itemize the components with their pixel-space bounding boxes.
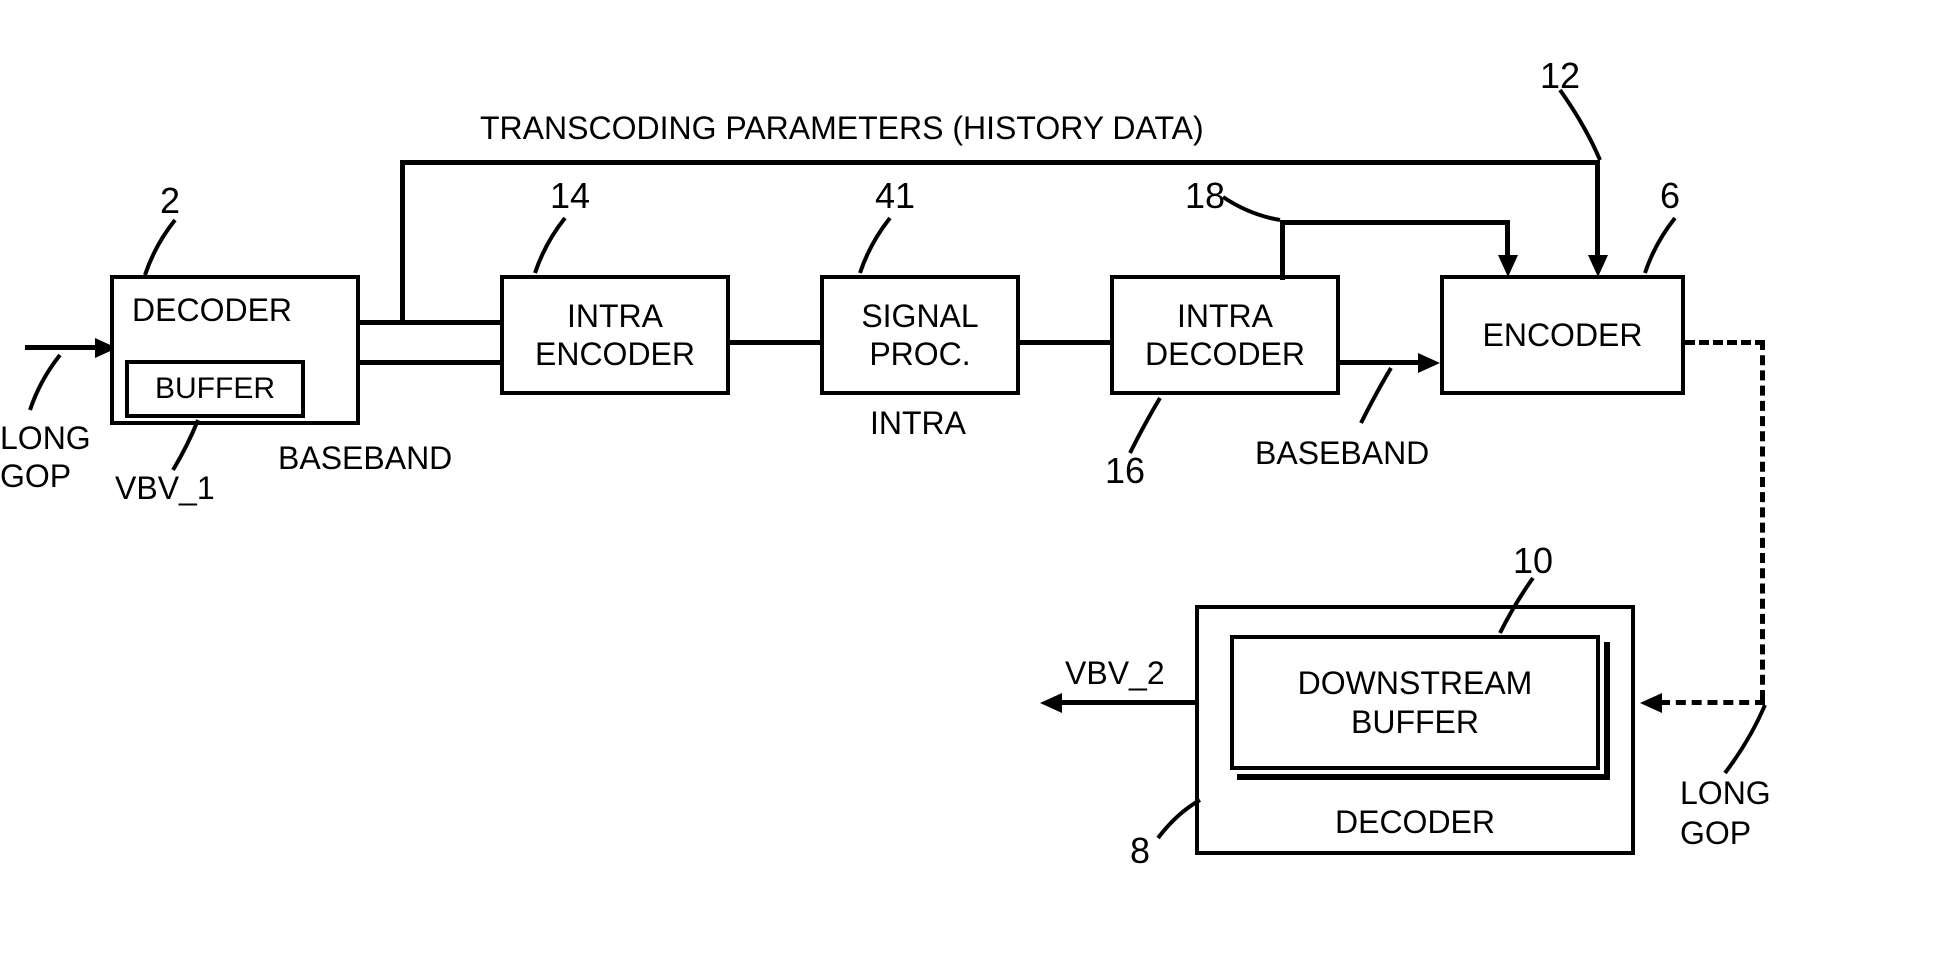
downstream-buffer-label: DOWNSTREAM BUFFER xyxy=(1234,664,1596,741)
ref-baseband2-curve xyxy=(1356,368,1406,423)
input-curve xyxy=(25,355,85,415)
vbv2-line xyxy=(1060,700,1195,705)
output-label-gop: GOP xyxy=(1680,815,1751,852)
param-arrow xyxy=(1588,255,1608,277)
ref-14: 14 xyxy=(550,175,590,217)
ref-2-curve xyxy=(140,220,190,275)
param-line-up xyxy=(400,160,405,320)
enc-out-arrow xyxy=(1640,693,1662,713)
ref-41: 41 xyxy=(875,175,915,217)
baseband1-label: BASEBAND xyxy=(278,440,452,477)
ref-10: 10 xyxy=(1513,540,1553,582)
output-label-long: LONG xyxy=(1680,775,1771,812)
enc-out-h xyxy=(1685,340,1765,345)
downstream-buffer-box: DOWNSTREAM BUFFER xyxy=(1230,635,1600,770)
intradec-to-enc xyxy=(1340,360,1425,365)
intradec-to-enc-arrow xyxy=(1418,353,1440,373)
diagram-title: TRANSCODING PARAMETERS (HISTORY DATA) xyxy=(480,110,1204,147)
wire18-horz xyxy=(1280,220,1510,225)
vbv2-arrow xyxy=(1040,693,1062,713)
intra-decoder-label: INTRA DECODER xyxy=(1114,297,1336,374)
encoder-box: ENCODER xyxy=(1440,275,1685,395)
ref-6-curve xyxy=(1640,218,1690,273)
sigproc-to-intradec xyxy=(1020,340,1110,345)
dec-to-intraenc-bot xyxy=(360,360,500,365)
param-line-horz xyxy=(400,160,1600,165)
ref-16-curve xyxy=(1125,398,1175,453)
dec-to-intraenc-top xyxy=(360,320,500,325)
ref-41-curve xyxy=(855,218,905,273)
encoder-label: ENCODER xyxy=(1482,316,1642,354)
intraenc-to-sigproc xyxy=(730,340,820,345)
intra-encoder-label: INTRA ENCODER xyxy=(504,297,726,374)
param-line-down xyxy=(1595,160,1600,260)
ref-14-curve xyxy=(530,218,580,273)
decoder-label: DECODER xyxy=(132,291,292,329)
ref-18-curve xyxy=(1220,195,1280,235)
vbv2-label: VBV_2 xyxy=(1065,655,1165,692)
intra-encoder-box: INTRA ENCODER xyxy=(500,275,730,395)
signal-proc-box: SIGNAL PROC. xyxy=(820,275,1020,395)
buffer-shadow-r xyxy=(1604,642,1610,777)
input-label-gop: GOP xyxy=(0,458,71,495)
baseband2-label: BASEBAND xyxy=(1255,435,1429,472)
ref-8-curve xyxy=(1155,798,1205,843)
longgop-out-curve xyxy=(1720,705,1780,775)
ref-16: 16 xyxy=(1105,450,1145,492)
intra-decoder-box: INTRA DECODER xyxy=(1110,275,1340,395)
intra-label: INTRA xyxy=(870,405,966,442)
wire18-up xyxy=(1280,220,1285,280)
wire18-down xyxy=(1505,220,1510,260)
ref-vbv1-curve xyxy=(168,420,218,470)
ref-8: 8 xyxy=(1130,830,1150,872)
vbv1-label: VBV_1 xyxy=(115,470,215,507)
ref-12-curve xyxy=(1555,90,1615,160)
ref-2: 2 xyxy=(160,180,180,222)
transcoding-diagram: TRANSCODING PARAMETERS (HISTORY DATA) LO… xyxy=(0,0,1950,959)
wire18-arrow xyxy=(1498,255,1518,277)
signal-proc-label: SIGNAL PROC. xyxy=(824,297,1016,374)
downstream-decoder-label: DECODER xyxy=(1335,803,1495,841)
buffer-box: BUFFER xyxy=(125,360,305,418)
ref-10-curve xyxy=(1495,578,1545,633)
buffer-label: BUFFER xyxy=(155,371,275,407)
buffer-shadow-b xyxy=(1237,774,1610,780)
enc-out-v xyxy=(1760,340,1765,700)
ref-12: 12 xyxy=(1540,55,1580,97)
ref-6: 6 xyxy=(1660,175,1680,217)
input-label-long: LONG xyxy=(0,420,91,457)
ref-18: 18 xyxy=(1185,175,1225,217)
